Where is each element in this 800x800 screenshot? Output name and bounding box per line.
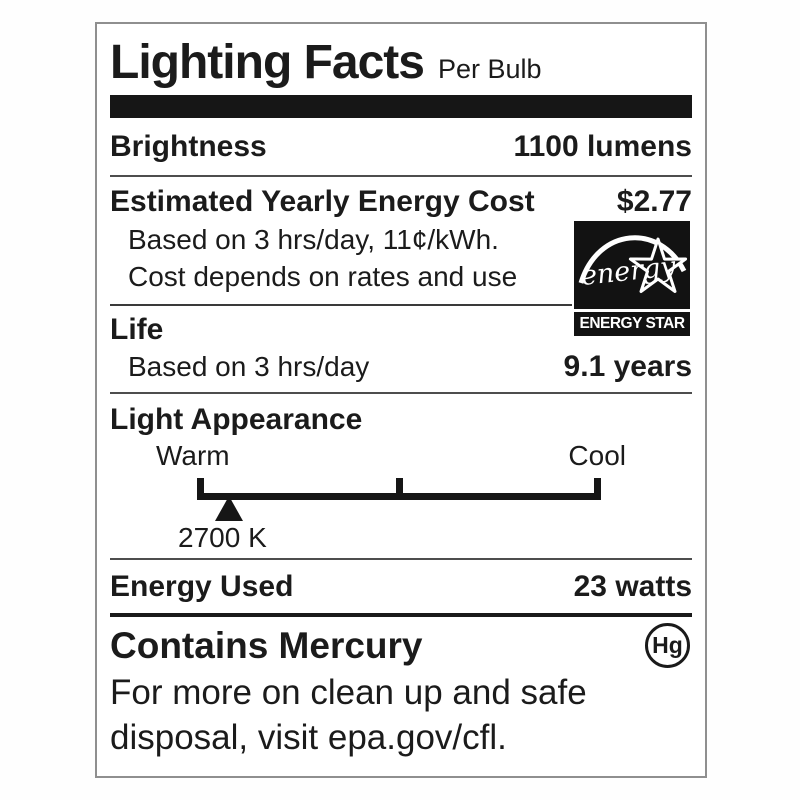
title-row: Lighting Facts Per Bulb [110,24,692,92]
scale-tick-right [594,478,601,500]
mercury-heading: Contains Mercury [110,625,423,666]
energy-star-logo: energy ENERGY STAR [574,221,690,336]
energy-used-label: Energy Used [110,570,294,603]
life-value: 9.1 years [563,350,692,383]
life-section: Life Based on 3 hrs/day 9.1 years [110,306,692,392]
brightness-value: 1100 lumens [513,130,692,163]
mercury-text-line1: For more on clean up and safe [110,673,587,712]
divider [110,392,692,394]
energy-used-value: 23 watts [573,570,692,603]
energy-cost-label: Estimated Yearly Energy Cost [110,185,535,218]
mercury-text-line2: disposal, visit epa.gov/cfl. [110,718,507,757]
energy-star-wordmark: ENERGY STAR [574,312,690,336]
energy-cost-note-line1: Based on 3 hrs/day, 11¢/kWh. [128,224,499,255]
energy-cost-row: Estimated Yearly Energy Cost $2.77 [110,185,692,219]
energy-cost-section: Estimated Yearly Energy Cost $2.77 Based… [110,177,692,336]
star-icon [628,237,688,293]
scale-bar [197,493,601,500]
divider [110,175,692,177]
lighting-facts-label: Lighting Facts Per Bulb Brightness 1100 … [95,22,707,778]
brightness-label: Brightness [110,130,267,163]
divider-short [110,304,572,306]
divider [110,558,692,560]
scale-marker-triangle-icon [215,496,243,521]
mercury-section: Contains Mercury Hg For more on clean up… [110,617,692,760]
brightness-row: Brightness 1100 lumens [110,118,692,175]
energy-cost-notes: Based on 3 hrs/day, 11¢/kWh. Cost depend… [110,221,560,295]
hg-symbol-icon: Hg [645,623,690,668]
life-label: Life [110,313,164,346]
light-appearance-section: Light Appearance Warm Cool 2700 K [110,394,692,558]
scale-tick-left [197,478,204,500]
mercury-heading-row: Contains Mercury Hg [110,622,692,669]
heavy-divider [110,613,692,617]
energy-cost-value: $2.77 [616,185,692,218]
life-row: Based on 3 hrs/day 9.1 years [110,350,692,384]
cool-label: Cool [568,440,626,471]
label-title: Lighting Facts [110,36,425,89]
label-subtitle: Per Bulb [437,54,542,84]
warm-label: Warm [156,440,230,471]
life-note: Based on 3 hrs/day [128,351,370,382]
energy-cost-note-line2: Cost depends on rates and use [128,261,518,292]
light-appearance-scale: Warm Cool 2700 K [110,438,692,553]
energy-star-mark-icon: energy [574,221,690,309]
light-appearance-label: Light Appearance [110,403,363,436]
energy-used-row: Energy Used 23 watts [110,560,692,613]
mercury-disposal-text: For more on clean up and safe disposal, … [110,670,692,760]
color-temperature-value: 2700 K [178,522,267,553]
scale-tick-middle [396,478,403,500]
title-separator-bar [110,95,692,118]
